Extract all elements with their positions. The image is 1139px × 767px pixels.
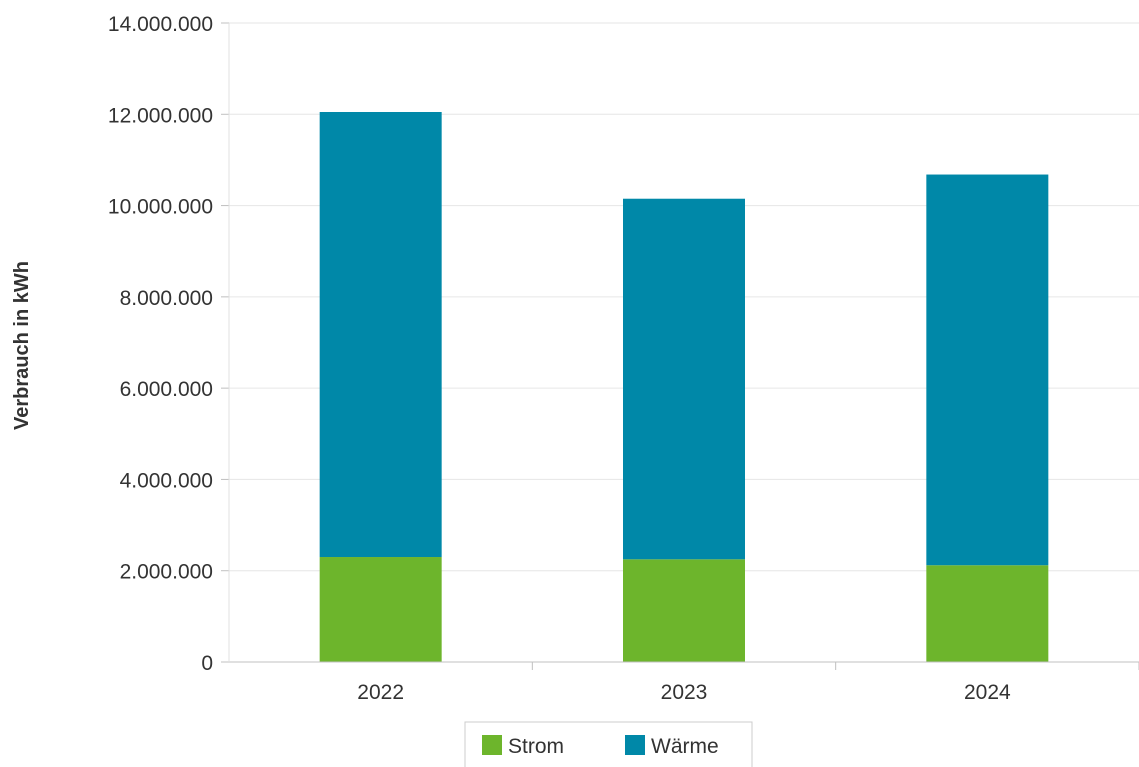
x-tick-label: 2023 — [661, 681, 708, 704]
y-axis-ticks: 0 2.000.000 4.000.000 6.000.000 8.000.000 10.… — [108, 13, 229, 675]
bar-w-rme-2023 — [623, 199, 745, 560]
bar-w-rme-2024 — [926, 175, 1048, 566]
bar-w-rme-2022 — [320, 112, 442, 557]
legend-label: Wärme — [651, 735, 719, 758]
bar-strom-2022 — [320, 557, 442, 662]
y-tick-label: 12.000.000 — [108, 104, 213, 127]
bar-strom-2024 — [926, 565, 1048, 662]
x-axis-ticks: 2022 2023 2024 — [357, 662, 1139, 704]
x-tick-label: 2024 — [964, 681, 1011, 704]
y-tick-label: 6.000.000 — [120, 378, 213, 401]
bar-strom-2023 — [623, 559, 745, 662]
y-tick-label: 14.000.000 — [108, 13, 213, 36]
legend-label: Strom — [508, 735, 564, 758]
y-tick-label: 10.000.000 — [108, 196, 213, 219]
x-tick-label: 2022 — [357, 681, 404, 704]
y-tick-label: 8.000.000 — [120, 287, 213, 310]
y-tick-label: 0 — [201, 652, 213, 675]
bars — [320, 112, 1049, 662]
y-axis-title: Verbrauch in kWh — [11, 261, 33, 430]
legend-swatch — [625, 735, 645, 755]
y-tick-label: 4.000.000 — [120, 469, 213, 492]
legend-swatch — [482, 735, 502, 755]
legend: Strom Wärme — [465, 722, 752, 767]
y-tick-label: 2.000.000 — [120, 561, 213, 584]
